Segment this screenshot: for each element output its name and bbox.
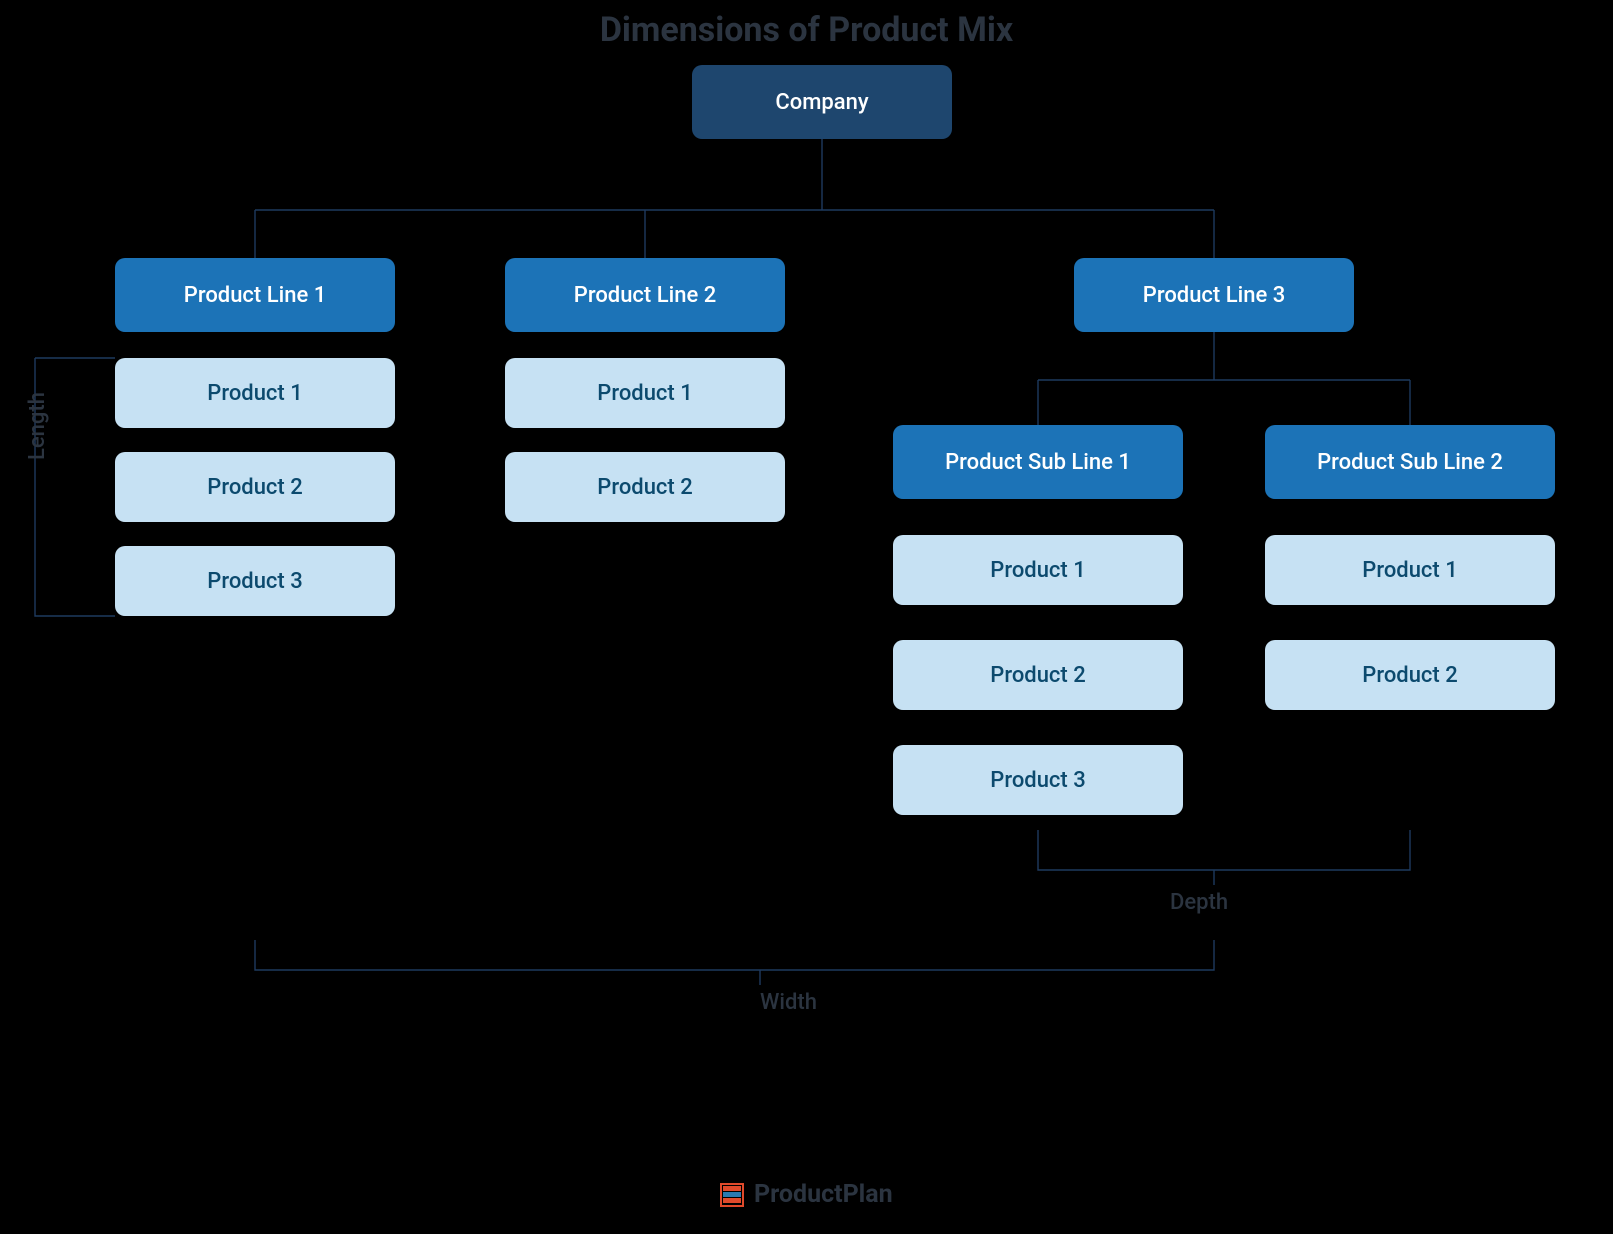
- node-pl2p1: Product 1: [505, 358, 785, 428]
- connectors-layer: [0, 0, 1613, 1234]
- node-pl1p1: Product 1: [115, 358, 395, 428]
- dim-label-length: Length: [25, 392, 50, 460]
- dim-label-depth: Depth: [1170, 890, 1228, 915]
- node-s1p3: Product 3: [893, 745, 1183, 815]
- node-pl3: Product Line 3: [1074, 258, 1354, 332]
- node-pl2: Product Line 2: [505, 258, 785, 332]
- logo: ProductPlan: [720, 1180, 893, 1209]
- node-s1p1: Product 1: [893, 535, 1183, 605]
- node-s2p1: Product 1: [1265, 535, 1555, 605]
- node-s2p2: Product 2: [1265, 640, 1555, 710]
- logo-text: ProductPlan: [754, 1180, 893, 1209]
- node-s1p2: Product 2: [893, 640, 1183, 710]
- node-pl1p2: Product 2: [115, 452, 395, 522]
- diagram-canvas: Dimensions of Product Mix CompanyProduct…: [0, 0, 1613, 1234]
- node-company: Company: [692, 65, 952, 139]
- node-sub1: Product Sub Line 1: [893, 425, 1183, 499]
- node-pl2p2: Product 2: [505, 452, 785, 522]
- node-pl1p3: Product 3: [115, 546, 395, 616]
- node-sub2: Product Sub Line 2: [1265, 425, 1555, 499]
- productplan-logo-icon: [720, 1183, 744, 1207]
- dim-label-width: Width: [760, 990, 817, 1015]
- node-pl1: Product Line 1: [115, 258, 395, 332]
